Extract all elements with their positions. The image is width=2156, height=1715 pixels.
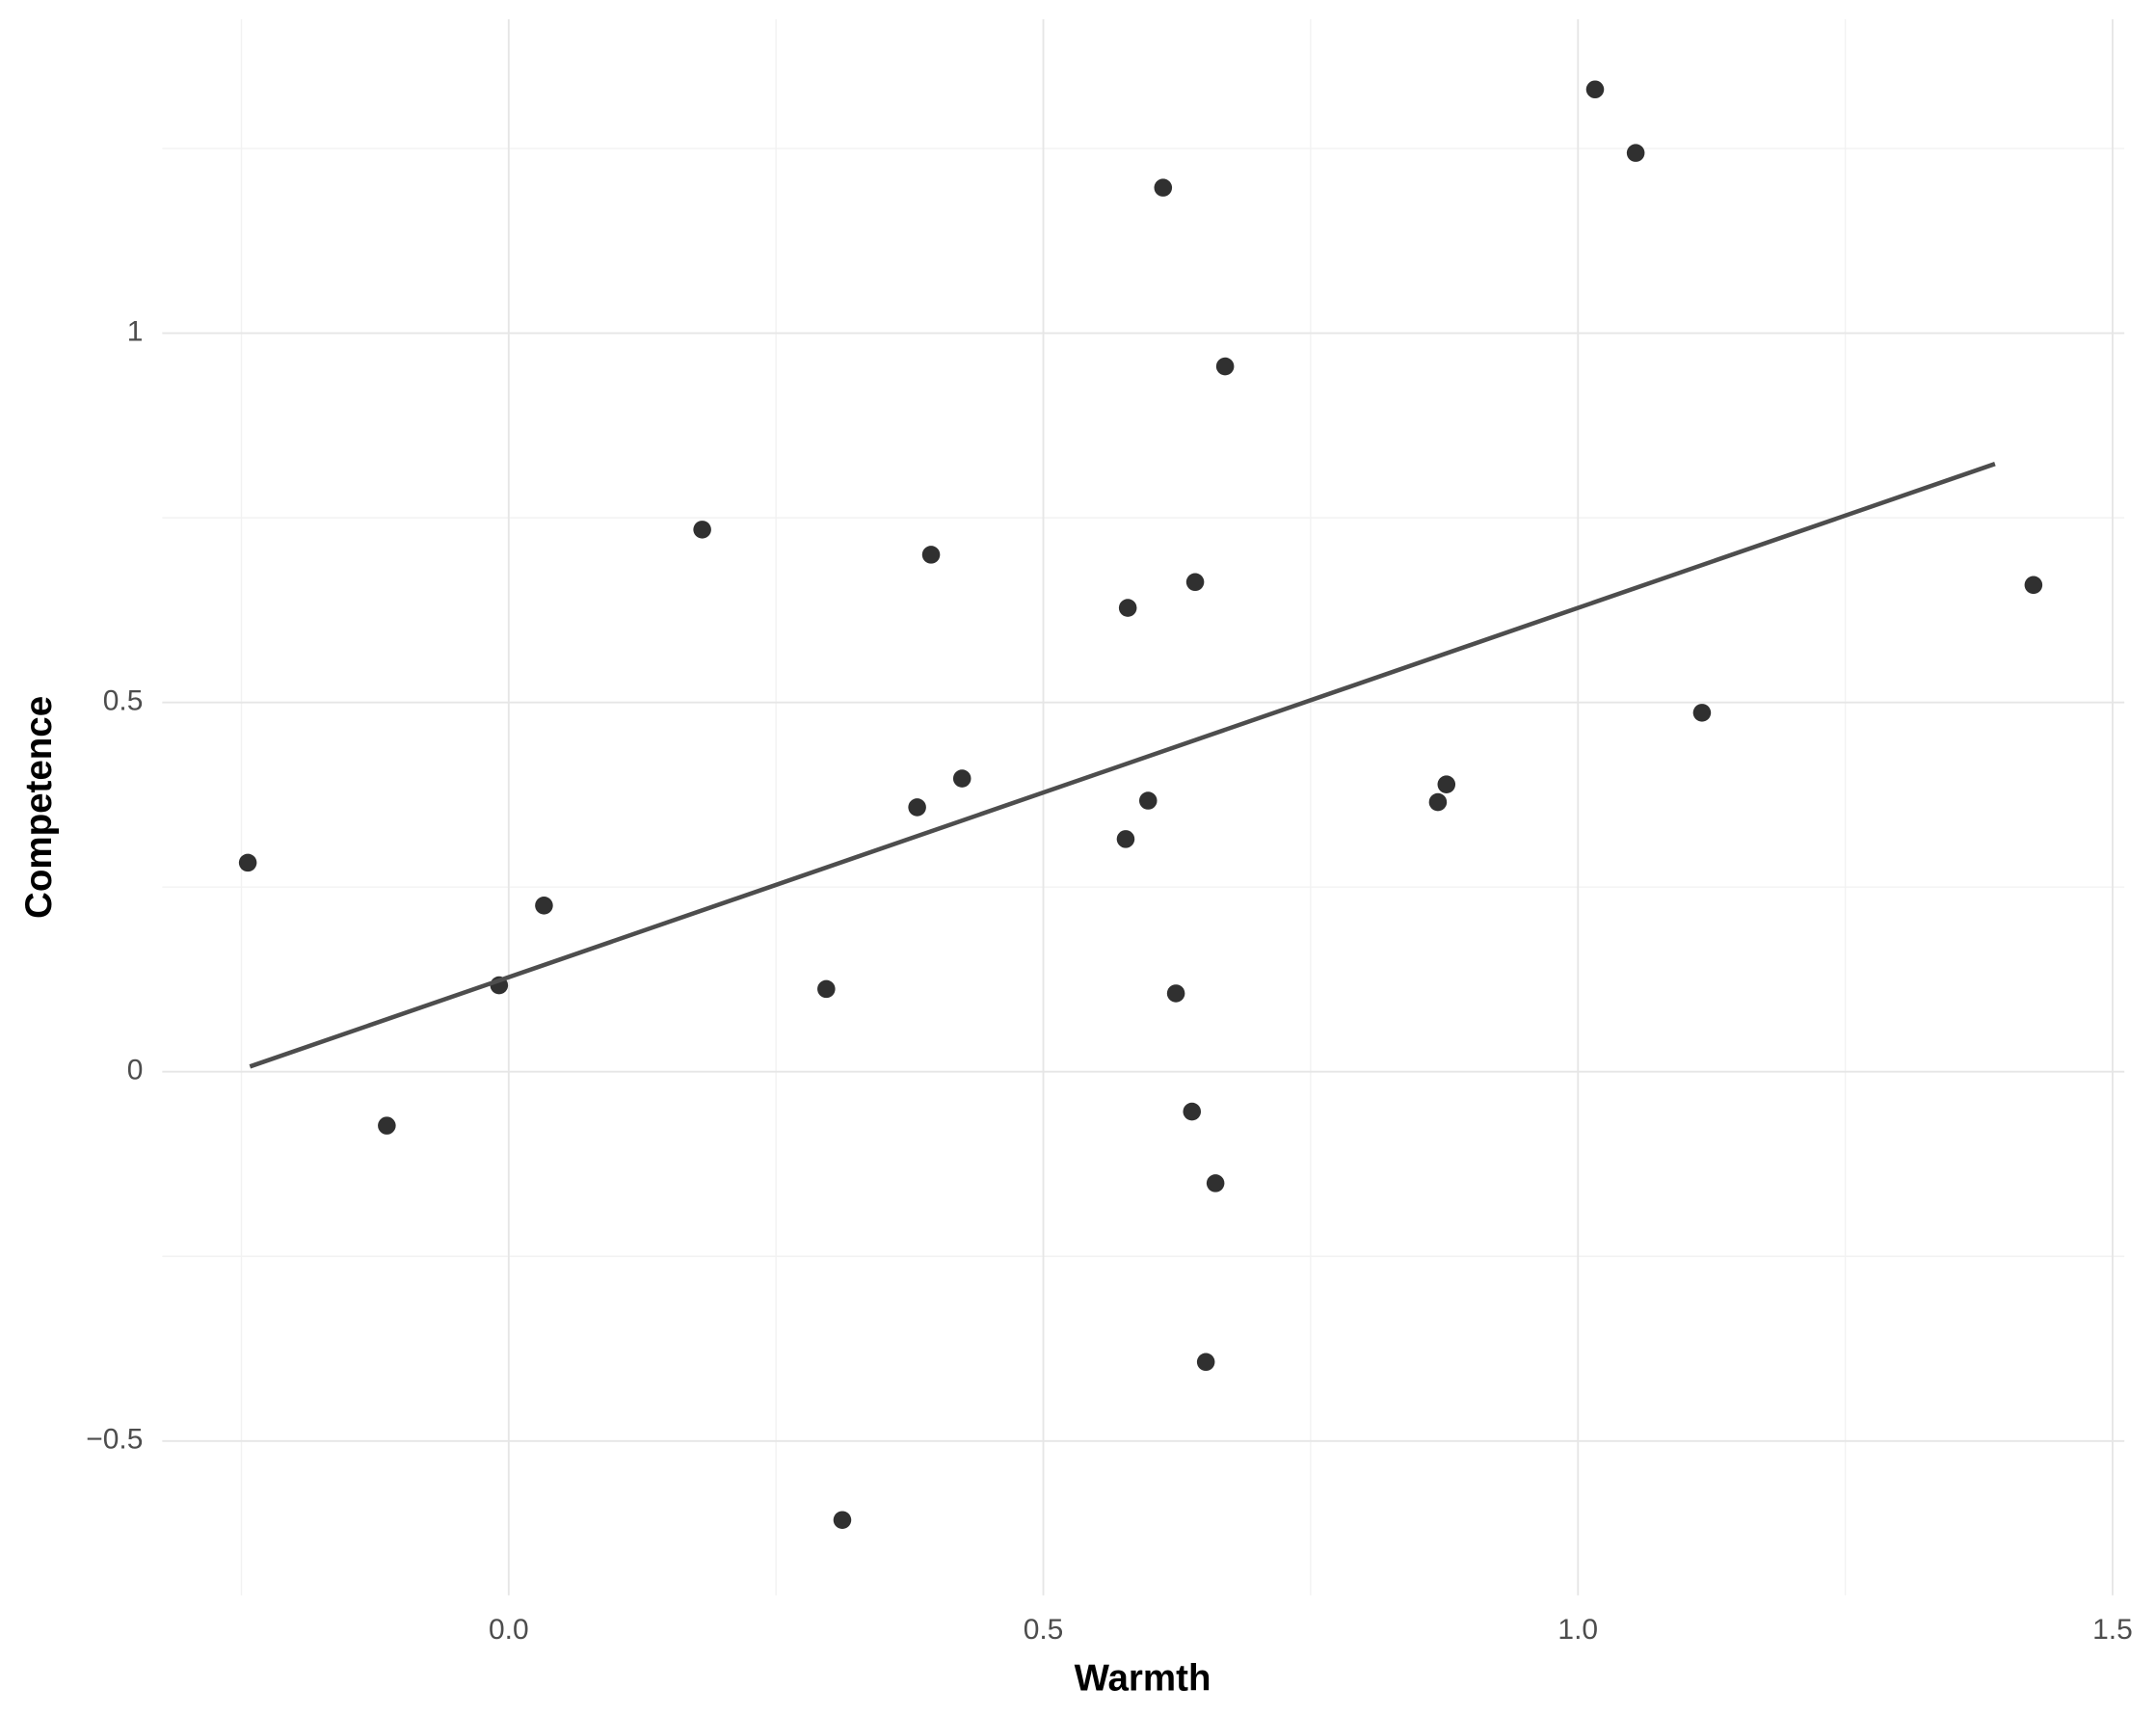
point bbox=[1116, 830, 1135, 848]
trend-line bbox=[249, 462, 1996, 1069]
grid bbox=[162, 18, 2125, 1595]
point bbox=[1626, 144, 1645, 162]
point bbox=[1166, 984, 1185, 1003]
point bbox=[921, 546, 941, 564]
point bbox=[1585, 80, 1605, 99]
point bbox=[378, 1116, 396, 1135]
point bbox=[1437, 775, 1456, 793]
y-tick-label: 0 bbox=[127, 1055, 144, 1086]
point bbox=[817, 979, 836, 999]
point bbox=[1196, 1353, 1215, 1372]
x-tick-label: 0.0 bbox=[489, 1614, 529, 1646]
point bbox=[1138, 791, 1158, 810]
point bbox=[535, 897, 553, 915]
point bbox=[1692, 704, 1712, 722]
point bbox=[238, 853, 257, 872]
x-tick-label: 0.5 bbox=[1024, 1614, 1064, 1646]
point bbox=[2024, 576, 2043, 595]
x-axis-title: Warmth bbox=[1075, 1658, 1211, 1700]
point bbox=[1183, 1102, 1202, 1121]
point bbox=[1206, 1174, 1225, 1192]
point bbox=[693, 521, 711, 539]
point bbox=[833, 1511, 852, 1530]
point bbox=[1428, 792, 1448, 812]
point bbox=[1118, 599, 1137, 617]
y-axis-title: Competence bbox=[18, 696, 60, 919]
point bbox=[908, 798, 926, 817]
plot-area bbox=[238, 80, 2043, 1530]
point bbox=[1154, 178, 1173, 197]
x-tick-label: 1.0 bbox=[1557, 1614, 1598, 1646]
point bbox=[1185, 573, 1205, 592]
y-tick-label: 1 bbox=[127, 315, 144, 347]
y-tick-label: −0.5 bbox=[86, 1424, 143, 1456]
point bbox=[952, 769, 972, 788]
point bbox=[1215, 357, 1235, 376]
x-tick-label: 1.5 bbox=[2092, 1614, 2133, 1646]
y-tick-label: 0.5 bbox=[103, 685, 144, 717]
